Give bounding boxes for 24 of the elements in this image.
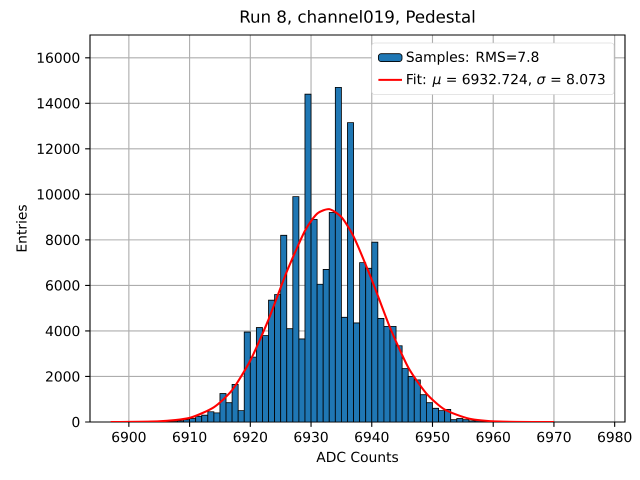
- y-tick-label: 8000: [46, 234, 80, 246]
- y-tick-label: 12000: [38, 144, 80, 154]
- chart-title: Run 8, channel019, Pedestal: [240, 10, 474, 25]
- y-tick-label: 16000: [38, 52, 80, 63]
- x-tick-label: 6950: [416, 432, 450, 442]
- x-tick-label: 6900: [112, 432, 146, 442]
- x-tick-label: 6970: [537, 432, 571, 442]
- line-series: [110, 208, 555, 422]
- y-tick-label: 10000: [38, 189, 80, 200]
- x-tick-label: 6910: [172, 432, 206, 442]
- legend-label: Samples: RMS=7.8: [406, 51, 538, 65]
- y-axis-title: Entries: [16, 205, 27, 252]
- x-tick-label: 6980: [598, 432, 632, 442]
- x-tick-label: 6940: [355, 432, 388, 442]
- y-tick-label: 6000: [46, 280, 80, 291]
- y-tick-label: 14000: [38, 98, 80, 109]
- x-axis-title: ADC Counts: [316, 452, 398, 462]
- y-tick-label: 2000: [46, 371, 80, 382]
- x-tick-label: 6920: [234, 432, 268, 442]
- x-tick-label: 6930: [294, 432, 328, 442]
- y-tick-label: 0: [72, 416, 80, 428]
- legend-label: Fit: μ = 6932.724, σ = 8.073: [407, 74, 605, 87]
- x-tick-label: 6960: [476, 432, 510, 442]
- y-tick-label: 4000: [46, 326, 80, 336]
